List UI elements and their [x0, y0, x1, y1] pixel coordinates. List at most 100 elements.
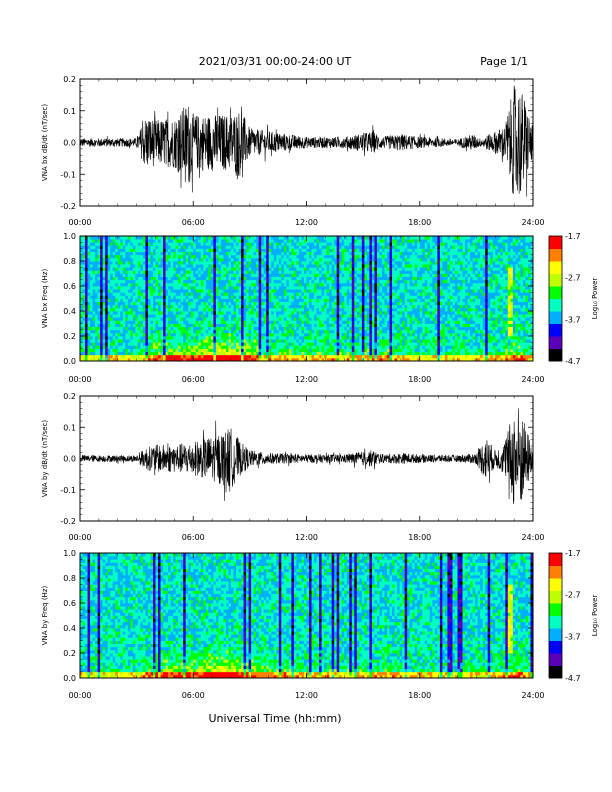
spectrogram-cell — [384, 292, 388, 296]
spectrogram-cell — [193, 289, 197, 293]
spectrogram-cell — [130, 286, 134, 290]
spectrogram-cell — [278, 245, 282, 249]
spectrogram-cell — [223, 342, 227, 346]
spectrogram-cell — [339, 307, 343, 312]
spectrogram-cell — [193, 267, 197, 271]
spectrogram-cell — [321, 245, 325, 249]
spectrogram-cell — [97, 242, 101, 246]
spectrogram-cell — [150, 314, 154, 318]
spectrogram-cell — [92, 270, 96, 274]
spectrogram-cell — [271, 329, 275, 334]
spectrogram-cell — [173, 257, 177, 262]
spectrogram-cell — [374, 289, 378, 293]
spectrogram-cell — [349, 289, 353, 293]
spectrogram-cell — [175, 276, 179, 281]
spectrogram-cell — [316, 323, 320, 328]
spectrogram-cell — [183, 307, 187, 312]
spectrogram-cell — [278, 298, 282, 303]
spectrogram-cell — [215, 311, 219, 315]
spectrogram-cell — [195, 251, 199, 256]
spectrogram-cell — [183, 351, 187, 356]
spectrogram-cell — [117, 304, 121, 309]
spectrogram-cell — [147, 339, 151, 343]
spectrogram-cell — [341, 307, 345, 312]
spectrogram-cell — [253, 248, 257, 253]
spectrogram-cell — [95, 251, 99, 256]
spectrogram-cell — [384, 270, 388, 274]
spectrogram-cell — [188, 298, 192, 303]
spectrogram-cell — [251, 354, 255, 359]
spectrogram-cell — [200, 348, 204, 353]
spectrogram-cell — [110, 348, 114, 353]
spectrogram-cell — [82, 351, 86, 356]
spectrogram-cell — [286, 270, 290, 274]
spectrogram-cell — [336, 314, 340, 318]
spectrogram-cell — [165, 292, 169, 296]
spectrogram-cell — [268, 307, 272, 312]
spectrogram-cell — [145, 323, 149, 328]
spectrogram-cell — [261, 304, 265, 309]
spectrogram-cell — [220, 348, 224, 353]
spectrogram-cell — [382, 248, 385, 253]
spectrogram-cell — [198, 295, 202, 299]
spectrogram-cell — [331, 317, 335, 321]
spectrogram-cell — [130, 273, 134, 278]
spectrogram-cell — [173, 320, 177, 324]
spectrogram-cell — [110, 242, 114, 246]
spectrogram-cell — [168, 239, 171, 243]
spectrogram-cell — [130, 348, 134, 353]
spectrogram-cell — [341, 286, 345, 290]
spectrogram-cell — [316, 270, 320, 274]
spectrogram-cell — [359, 242, 363, 246]
spectrogram-cell — [286, 332, 290, 337]
spectrogram-cell — [278, 336, 282, 340]
spectrogram-cell — [117, 264, 121, 268]
spectrogram-cell — [371, 351, 375, 356]
spectrogram-cell — [193, 286, 197, 290]
spectrogram-cell — [155, 286, 159, 290]
spectrogram-cell — [278, 254, 282, 259]
spectrogram-cell — [85, 320, 88, 324]
spectrogram-cell — [170, 248, 174, 253]
spectrogram-cell — [344, 345, 348, 349]
spectrogram-cell — [132, 342, 136, 346]
spectrogram-cell — [82, 267, 86, 271]
spectrogram-cell — [298, 276, 302, 281]
spectrogram-cell — [382, 264, 385, 268]
spectrogram-cell — [366, 304, 370, 309]
spectrogram-cell — [97, 354, 101, 359]
spectrogram-cell — [82, 332, 86, 337]
spectrogram-cell — [354, 301, 358, 306]
spectrogram-cell — [288, 276, 292, 281]
spectrogram-cell — [309, 254, 312, 259]
spectrogram-cell — [102, 332, 106, 337]
spectrogram-cell — [145, 339, 149, 343]
spectrogram-cell — [316, 239, 320, 243]
spectrogram-cell — [137, 279, 141, 284]
spectrogram-cell — [238, 282, 242, 287]
spectrogram-cell — [223, 329, 227, 334]
spectrogram-cell — [193, 320, 197, 324]
spectrogram-cell — [341, 261, 345, 265]
spectrogram-cell — [188, 304, 192, 309]
spectrogram-cell — [301, 248, 305, 253]
spectrogram-cell — [185, 298, 189, 303]
spectrogram-cell — [361, 304, 365, 309]
spectrogram-cell — [90, 276, 93, 281]
spectrogram-cell — [361, 270, 365, 274]
spectrogram-cell — [321, 248, 325, 253]
spectrogram-cell — [291, 236, 295, 240]
spectrogram-cell — [258, 264, 262, 268]
spectrogram-cell — [339, 292, 343, 296]
spectrogram-cell — [163, 298, 166, 303]
spectrogram-cell — [228, 298, 232, 303]
spectrogram-cell — [351, 329, 355, 334]
spectrogram-cell — [309, 267, 312, 271]
spectrogram-cell — [231, 295, 234, 299]
spectrogram-cell — [193, 342, 197, 346]
spectrogram-cell — [261, 307, 265, 312]
spectrogram-cell — [329, 267, 333, 271]
spectrogram-cell — [366, 248, 370, 253]
spectrogram-cell — [246, 292, 250, 296]
spectrogram-cell — [137, 323, 141, 328]
